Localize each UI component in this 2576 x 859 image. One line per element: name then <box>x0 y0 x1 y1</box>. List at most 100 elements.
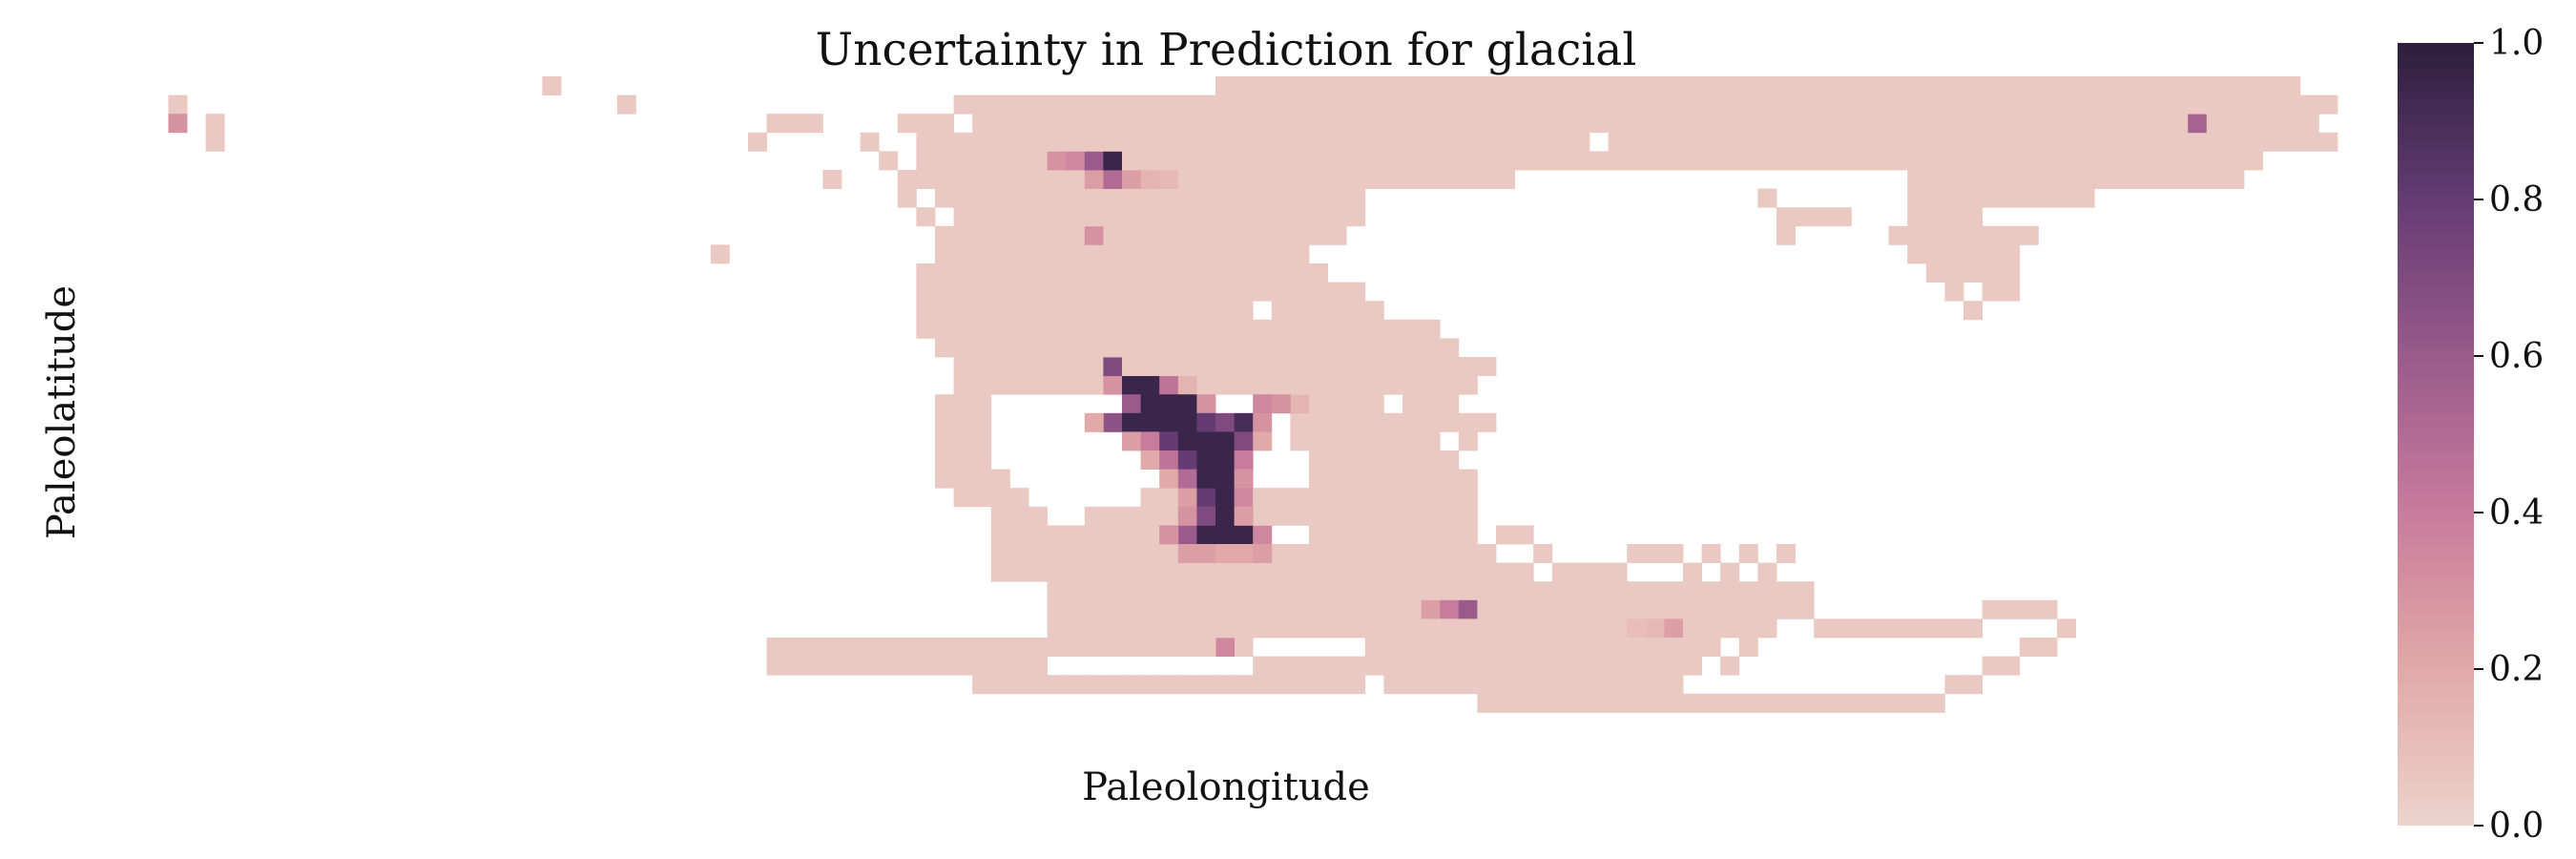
heatmap-cell <box>1177 394 1197 414</box>
heatmap-cell <box>1440 375 1460 395</box>
heatmap-cell <box>1196 207 1216 227</box>
heatmap-cell <box>1346 544 1366 563</box>
heatmap-cell <box>1514 114 1534 134</box>
heatmap-cell <box>1215 170 1235 189</box>
heatmap-cell <box>1253 675 1273 695</box>
heatmap-cell <box>1589 638 1609 657</box>
heatmap-cell <box>1421 151 1441 171</box>
heatmap-cell <box>1028 675 1048 695</box>
heatmap-cell <box>1159 263 1179 283</box>
heatmap-cell <box>1701 693 1721 713</box>
heatmap-cell <box>1066 114 1086 134</box>
heatmap-cell <box>1645 151 1665 171</box>
heatmap-cell <box>2262 114 2282 134</box>
heatmap-cell <box>1196 375 1216 395</box>
heatmap-cell <box>1402 412 1422 432</box>
heatmap-cell <box>1084 599 1104 619</box>
heatmap-cell <box>1253 599 1273 619</box>
heatmap-cell <box>1159 394 1179 414</box>
heatmap-cell <box>1589 675 1609 695</box>
heatmap-cell <box>1627 151 1647 171</box>
heatmap-cell <box>972 151 992 171</box>
heatmap-cell <box>1870 94 1889 115</box>
heatmap-cell <box>1177 132 1197 152</box>
heatmap-cell <box>2057 132 2076 152</box>
heatmap-cell <box>1234 562 1254 582</box>
heatmap-cell <box>1253 656 1273 676</box>
heatmap-cell <box>1589 114 1609 134</box>
heatmap-cell <box>1383 132 1403 152</box>
heatmap-cell <box>1383 412 1403 432</box>
heatmap-cell <box>1271 599 1291 619</box>
heatmap-cell <box>972 431 992 451</box>
heatmap-cell <box>2038 599 2058 619</box>
heatmap-cell <box>879 656 899 676</box>
heatmap-cell <box>1290 618 1310 639</box>
heatmap-cell <box>1290 581 1310 601</box>
heatmap-cell <box>1458 618 1478 639</box>
heatmap-cell <box>1346 525 1366 545</box>
colorbar <box>2398 43 2474 826</box>
heatmap-cell <box>1047 618 1067 639</box>
heatmap-cell <box>2150 151 2170 171</box>
heatmap-cell <box>1309 132 1328 152</box>
heatmap-cell <box>1084 506 1104 526</box>
heatmap-cell <box>1346 132 1366 152</box>
heatmap-cell <box>2150 114 2170 134</box>
heatmap-cell <box>1290 319 1310 339</box>
heatmap-cell <box>1196 675 1216 695</box>
heatmap-cell <box>1664 599 1684 619</box>
heatmap-cell <box>2150 132 2170 152</box>
heatmap-cell <box>1720 693 1740 713</box>
heatmap-cell <box>1346 618 1366 639</box>
heatmap-cell <box>1327 656 1347 676</box>
heatmap-cell <box>935 412 954 432</box>
heatmap-cell <box>1234 151 1254 171</box>
heatmap-cell <box>1364 656 1384 676</box>
heatmap-cell <box>1159 431 1179 451</box>
heatmap-cell <box>1458 581 1478 601</box>
heatmap-cell <box>1047 319 1067 339</box>
heatmap-cell <box>935 656 954 676</box>
heatmap-cell <box>1215 132 1235 152</box>
heatmap-cell <box>1122 225 1141 245</box>
heatmap-cell <box>2019 225 2039 245</box>
heatmap-cell <box>1776 544 1796 563</box>
heatmap-cell <box>1009 114 1029 134</box>
heatmap-cell <box>1309 375 1328 395</box>
heatmap-cell <box>1290 188 1310 208</box>
heatmap-cell <box>1028 638 1048 657</box>
heatmap-cell <box>1383 357 1403 376</box>
heatmap-cell <box>1720 656 1740 676</box>
heatmap-cell <box>1196 94 1216 115</box>
heatmap-cell <box>1028 244 1048 264</box>
heatmap-cell <box>1364 170 1384 189</box>
heatmap-cell <box>1327 431 1347 451</box>
heatmap-cell <box>1290 506 1310 526</box>
heatmap-cell <box>1851 132 1871 152</box>
heatmap-cell <box>2188 114 2208 134</box>
heatmap-cell <box>1047 525 1067 545</box>
heatmap-cell <box>2001 76 2021 95</box>
heatmap-cell <box>1533 76 1553 95</box>
heatmap-cell <box>1084 151 1104 171</box>
heatmap-cell <box>1009 188 1029 208</box>
heatmap-cell <box>1346 188 1366 208</box>
heatmap-cell <box>1253 244 1273 264</box>
heatmap-cell <box>2112 76 2132 95</box>
heatmap-cell <box>1402 170 1422 189</box>
heatmap-cell <box>1664 544 1684 563</box>
heatmap-cell <box>2131 132 2151 152</box>
heatmap-cell <box>1795 132 1815 152</box>
heatmap-cell <box>2169 151 2189 171</box>
heatmap-cell <box>1196 170 1216 189</box>
heatmap-cell <box>1346 282 1366 302</box>
heatmap-cell <box>972 225 992 245</box>
heatmap-cell <box>1440 94 1460 115</box>
heatmap-cell <box>1177 357 1197 376</box>
heatmap-cell <box>1533 675 1553 695</box>
heatmap-cell <box>1140 188 1160 208</box>
heatmap-cell <box>1683 599 1702 619</box>
heatmap-cell <box>2206 94 2226 115</box>
heatmap-cell <box>1440 76 1460 95</box>
